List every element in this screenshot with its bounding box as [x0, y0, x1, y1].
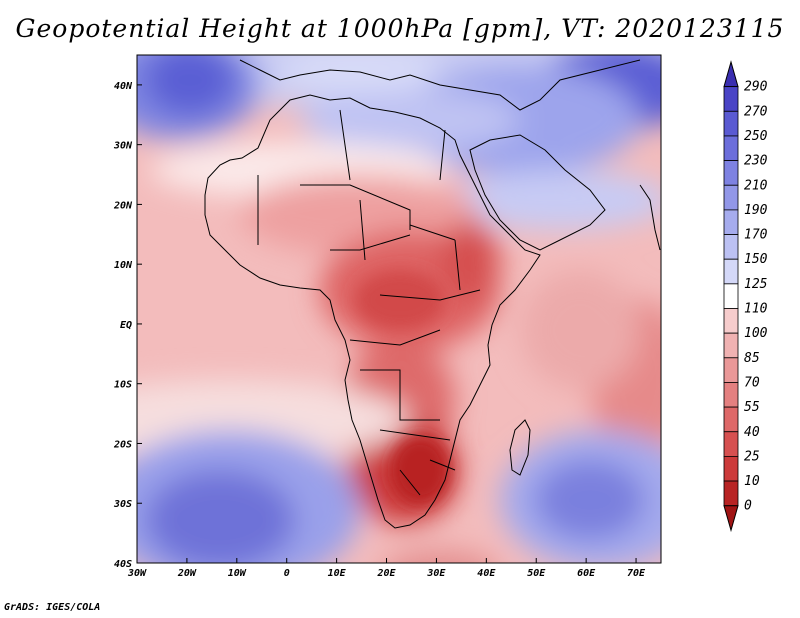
colorbar-label: 85: [744, 351, 760, 366]
colorbar-swatch: [723, 184, 739, 211]
lat-tick-label: 40S: [114, 559, 132, 570]
lat-tick-label: 20S: [113, 439, 132, 450]
lon-axis: 30W 20W 10W 0 10E 20E 30E 40E 50E 60E 70E: [127, 558, 646, 579]
height-field: [137, 55, 661, 563]
lon-tick-label: 10E: [328, 568, 347, 579]
lon-tick-label: 40E: [477, 568, 496, 579]
colorbar-swatch: [723, 357, 739, 383]
lat-tick-label: EQ: [120, 320, 132, 331]
country-borders: [257, 109, 481, 496]
colorbar-swatch: [723, 135, 739, 161]
colorbar: 2902702502302101901701501251101008570554…: [723, 60, 768, 533]
colorbar-swatch: [723, 283, 739, 309]
lat-tick-label: 30S: [113, 499, 132, 510]
lat-tick-label: 10S: [114, 380, 132, 391]
lat-tick-label: 20N: [113, 200, 133, 211]
colorbar-label: 0: [744, 499, 752, 514]
chart-title: Geopotential Height at 1000hPa [gpm], VT…: [15, 14, 785, 43]
colorbar-swatch: [723, 258, 739, 285]
colorbar-swatch: [723, 406, 739, 433]
colorbar-swatch: [723, 234, 739, 260]
madagascar-coastline: [509, 419, 531, 476]
lon-tick-label: 60E: [577, 568, 596, 579]
colorbar-swatch: [723, 308, 739, 334]
colorbar-swatch: [723, 209, 739, 235]
colorbar-label: 210: [744, 178, 768, 193]
africa-coastline: [204, 94, 541, 529]
map-frame: [136, 54, 662, 564]
colorbar-label: 190: [744, 203, 768, 218]
arabia-coastline: [469, 134, 606, 251]
colorbar-label: 10: [744, 474, 760, 489]
lat-tick-label: 30N: [113, 141, 133, 152]
lat-tick-label: 40N: [114, 81, 133, 92]
lon-tick-label: 20E: [376, 568, 396, 579]
colorbar-swatch: [723, 332, 739, 359]
colorbar-swatch: [723, 86, 739, 112]
lat-axis: 40N 30N 20N 10N EQ 10S 20S 30S 40S: [113, 81, 142, 570]
colorbar-swatch: [723, 455, 739, 482]
colorbar-label: 100: [744, 326, 768, 341]
lon-tick-label: 20W: [177, 568, 197, 579]
india-coastline: [639, 184, 661, 251]
colorbar-label: 170: [744, 228, 768, 243]
lon-tick-label: 30E: [426, 568, 446, 579]
colorbar-label: 250: [744, 129, 768, 144]
colorbar-label: 110: [744, 302, 768, 317]
europe-coastline: [239, 59, 641, 111]
colorbar-swatch: [723, 382, 739, 408]
colorbar-label: 55: [744, 400, 760, 415]
colorbar-swatch: [723, 431, 739, 457]
colorbar-label: 270: [744, 104, 768, 119]
colorbar-label: 70: [744, 375, 760, 390]
colorbar-label: 230: [744, 154, 768, 169]
colorbar-label: 125: [744, 277, 768, 292]
lon-tick-label: 70E: [627, 568, 646, 579]
colorbar-label: 150: [744, 252, 768, 267]
colorbar-label: 290: [744, 80, 768, 95]
lon-tick-label: 0: [284, 568, 290, 579]
colorbar-swatch: [723, 160, 739, 186]
colorbar-swatch: [723, 480, 739, 507]
colorbar-label: 25: [744, 449, 760, 464]
colorbar-label: 40: [744, 425, 760, 440]
lon-tick-label: 30W: [127, 568, 147, 579]
grads-credit: GrADS: IGES/COLA: [4, 602, 101, 613]
lon-tick-label: 10W: [228, 568, 247, 579]
coastlines: [204, 59, 661, 529]
colorbar-swatch: [723, 110, 739, 137]
lat-tick-label: 10N: [114, 260, 133, 271]
colorbar-top-arrow: [723, 60, 739, 88]
lon-tick-label: 50E: [527, 568, 546, 579]
colorbar-bottom-arrow: [723, 505, 739, 533]
